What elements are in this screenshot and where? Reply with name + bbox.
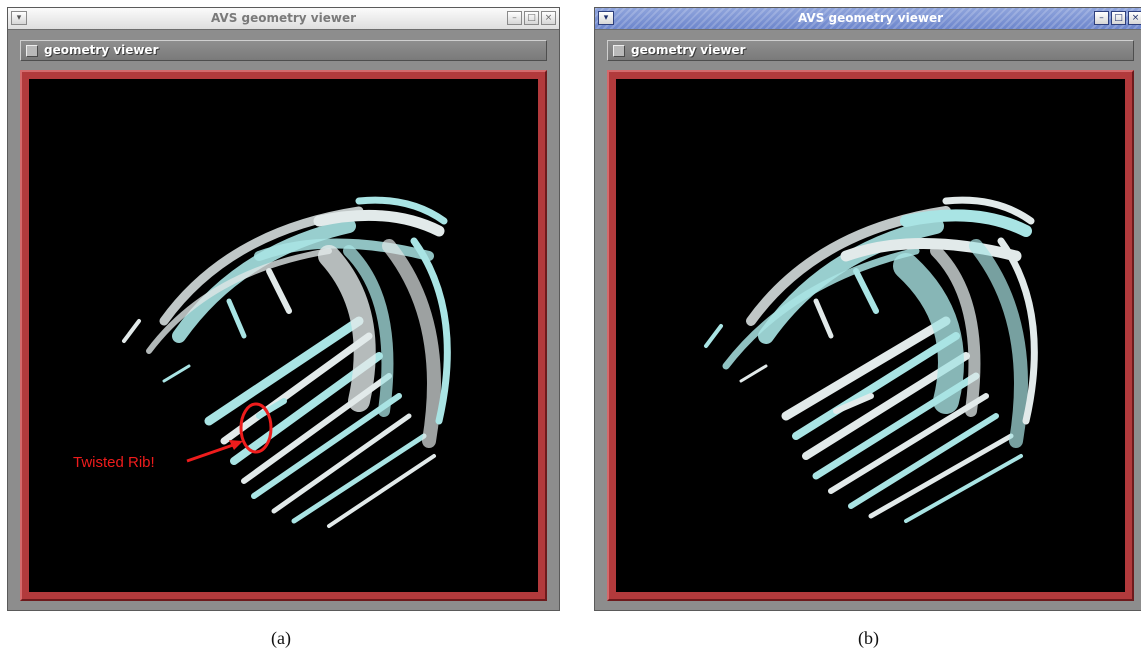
figure-caption-b: (b) (858, 628, 879, 648)
window-menu-button[interactable]: ▾ (598, 11, 614, 25)
maximize-button[interactable]: □ (1111, 11, 1126, 25)
annotation-arrow (186, 442, 237, 463)
maximize-button[interactable]: □ (524, 11, 539, 25)
panel-label: geometry viewer (631, 43, 746, 57)
render-canvas[interactable] (616, 79, 1125, 592)
minimize-button[interactable]: – (507, 11, 522, 25)
panel-label: geometry viewer (44, 43, 159, 57)
annotation-label: Twisted Rib! (73, 454, 155, 471)
render-viewport[interactable] (607, 70, 1134, 601)
ribcage-render (122, 196, 451, 528)
figure-caption-a: (a) (271, 628, 291, 648)
maximize-icon: □ (527, 13, 536, 23)
minimize-icon: – (512, 13, 517, 23)
close-icon: × (544, 13, 553, 23)
render-viewport[interactable]: Twisted Rib! (20, 70, 547, 601)
ribcage-render (704, 196, 1038, 523)
arrow-head-icon (229, 440, 243, 450)
minimize-icon: – (1099, 13, 1104, 23)
close-icon: × (1131, 13, 1140, 23)
geometry-viewer-window-a: ▾ AVS geometry viewer – □ × geometry vie… (7, 7, 560, 611)
title-bar[interactable]: ▾ AVS geometry viewer – □ × (595, 8, 1141, 30)
geometry-viewer-panel-bar[interactable]: geometry viewer (20, 40, 547, 61)
chevron-down-icon: ▾ (603, 13, 609, 23)
geometry-viewer-panel-bar[interactable]: geometry viewer (607, 40, 1134, 61)
geometry-viewer-window-b: ▾ AVS geometry viewer – □ × geometry vie… (594, 7, 1141, 611)
close-button[interactable]: × (541, 11, 556, 25)
window-title: AVS geometry viewer (797, 11, 944, 25)
chevron-down-icon: ▾ (16, 13, 22, 23)
maximize-icon: □ (1114, 13, 1123, 23)
twisted-rib-highlight (239, 402, 273, 454)
title-bar[interactable]: ▾ AVS geometry viewer – □ × (8, 8, 559, 30)
window-title: AVS geometry viewer (210, 11, 357, 25)
minimize-button[interactable]: – (1094, 11, 1109, 25)
window-menu-button[interactable]: ▾ (11, 11, 27, 25)
panel-toggle-checkbox[interactable] (613, 45, 625, 57)
panel-toggle-checkbox[interactable] (26, 45, 38, 57)
render-canvas[interactable]: Twisted Rib! (29, 79, 538, 592)
close-button[interactable]: × (1128, 11, 1141, 25)
